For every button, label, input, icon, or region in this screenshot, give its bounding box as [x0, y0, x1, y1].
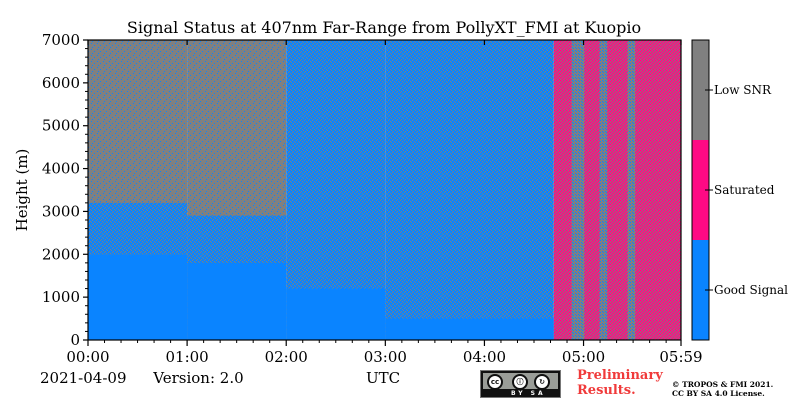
heatmap-mixed-cell-1: [187, 215, 287, 263]
heatmap-mixed-cell-0: [88, 202, 188, 255]
heatmap-segment-3: [385, 40, 554, 340]
heatmap-stripe-1: [599, 40, 608, 340]
y-tick-label-1000: 1000: [42, 288, 80, 306]
chart-title: Signal Status at 407nm Far-Range from Po…: [127, 18, 641, 37]
x-axis-unit-label: UTC: [366, 369, 401, 387]
colorbar-label-good-signal: Good Signal: [714, 283, 788, 297]
copyright-line-2: CC BY SA 4.0 License.: [672, 389, 765, 398]
x-tick-label-6: 05:59: [659, 348, 702, 366]
plot-area: [88, 40, 681, 340]
x-tick-label-1: 01:00: [165, 348, 208, 366]
heatmap-segment-2: [286, 40, 386, 340]
heatmap-good-signal-cell-1: [187, 262, 287, 340]
heatmap-stripe-2: [627, 40, 636, 340]
heatmap-good-signal-cell-3: [385, 318, 554, 340]
y-tick-label-4000: 4000: [42, 160, 80, 178]
cc-icon: cc: [487, 374, 503, 390]
y-tick-label-2000: 2000: [42, 245, 80, 263]
heatmap-segment-4: [553, 40, 681, 340]
copyright-line-1: © TROPOS & FMI 2021.: [672, 380, 774, 389]
colorbar-segment-low-snr: [692, 40, 709, 140]
cc-badge-text: BY SA: [511, 390, 546, 397]
footer-date: 2021-04-09: [40, 369, 127, 387]
copyright-notice: © TROPOS & FMI 2021. CC BY SA 4.0 Licens…: [672, 380, 773, 398]
x-axis: 00:00 01:00 02:00 03:00 04:00 05:00 05:59: [66, 40, 703, 366]
y-axis: 0 1000 2000 3000 4000 5000 6000 7000: [42, 31, 88, 349]
footer-info: 2021-04-09 Version: 2.0: [40, 369, 266, 387]
colorbar-segment-saturated: [692, 140, 709, 240]
preliminary-line-1: Preliminary: [577, 368, 663, 383]
x-tick-label-5: 05:00: [562, 348, 605, 366]
y-tick-label-7000: 7000: [42, 31, 80, 49]
preliminary-line-2: Results.: [577, 383, 636, 398]
x-tick-label-0: 00:00: [66, 348, 109, 366]
y-axis-label: Height (m): [13, 149, 31, 232]
x-tick-label-2: 02:00: [265, 348, 308, 366]
preliminary-notice: Preliminary Results.: [577, 368, 663, 398]
footer-version: Version: 2.0: [153, 369, 244, 387]
y-tick-label-3000: 3000: [42, 202, 80, 220]
cc-license-badge: cc ⓘ ↻ BY SA: [480, 370, 561, 398]
x-tick-label-3: 03:00: [364, 348, 407, 366]
heatmap-good-signal-cell-2: [286, 288, 386, 340]
heatmap-good-signal-cell-0: [88, 254, 188, 340]
heatmap-stripe-0: [571, 40, 585, 340]
heatmap-segment-0: [88, 40, 188, 340]
by-person-icon: ⓘ: [512, 374, 528, 390]
plot-frame: [87, 39, 682, 341]
y-tick-label-6000: 6000: [42, 74, 80, 92]
heatmap-segment-1: [187, 40, 287, 340]
colorbar-segment-good-signal: [692, 240, 709, 340]
y-tick-label-0: 0: [70, 331, 80, 349]
colorbar-label-saturated: Saturated: [714, 183, 775, 197]
colorbar-label-low-snr: Low SNR: [714, 83, 772, 97]
share-alike-icon: ↻: [534, 374, 550, 390]
heatmap-upper-cell-3: [385, 40, 554, 340]
x-tick-label-4: 04:00: [463, 348, 506, 366]
y-tick-label-5000: 5000: [42, 117, 80, 135]
colorbar: Low SNR Saturated Good Signal: [691, 39, 788, 341]
